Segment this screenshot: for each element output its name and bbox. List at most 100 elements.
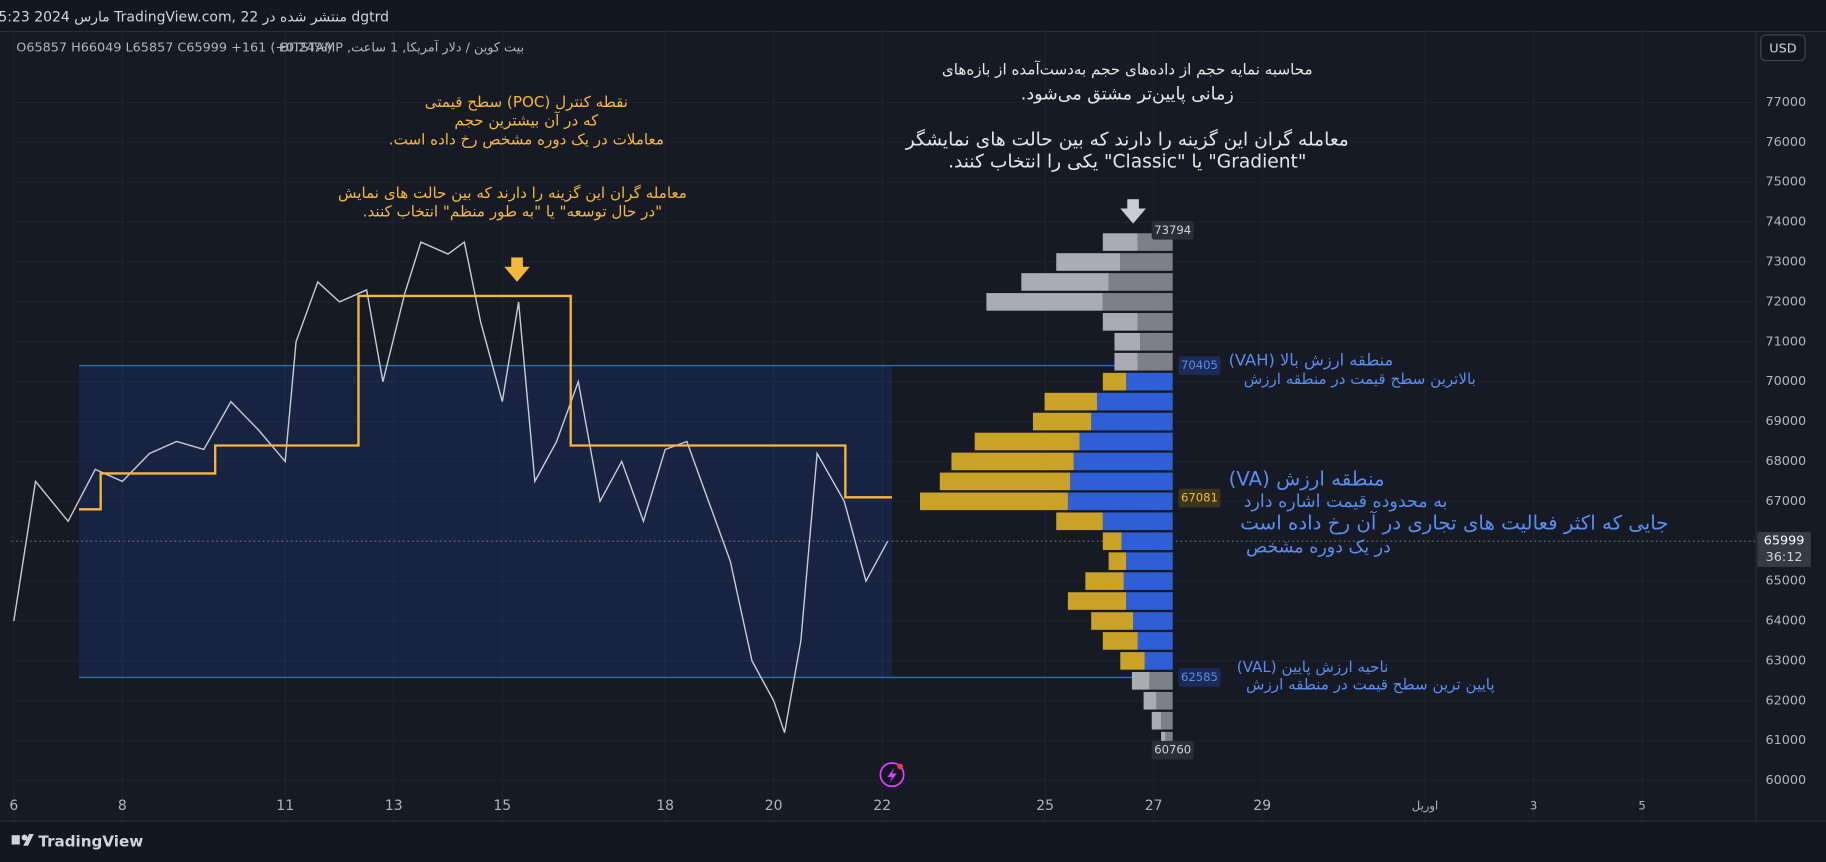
profile-up xyxy=(1126,372,1173,391)
annotation-text: بالاترین سطح قیمت در منطقه ارزش xyxy=(1244,370,1476,388)
low-label: 60760 xyxy=(1154,743,1191,757)
profile-down xyxy=(1067,592,1127,610)
profile-up xyxy=(1149,672,1173,690)
profile-down xyxy=(1114,352,1138,371)
annotation-text: نقطه کنترل (POC) سطح قیمتی xyxy=(425,93,628,111)
chart-pane xyxy=(0,31,1826,822)
annotation-text: محاسبه نمایه حجم از داده‌های حجم به‌دست‌… xyxy=(942,60,1313,78)
y-tick-label: 70000 xyxy=(1765,374,1806,389)
y-tick-label: 71000 xyxy=(1765,334,1806,349)
profile-up xyxy=(1102,512,1173,531)
profile-down xyxy=(1102,372,1127,391)
y-tick-label: 62000 xyxy=(1765,693,1806,708)
profile-up xyxy=(1137,632,1173,650)
annotation-text: ناحیه ارزش پایین (VAL) xyxy=(1237,658,1389,677)
poc-arrow xyxy=(504,257,530,282)
annotation-text: "در حال توسعه" یا "به طور منظم" انتخاب ک… xyxy=(363,203,662,221)
profile-up xyxy=(1133,612,1173,630)
annotation-text: معامله گران این گزینه را دارند که بین حا… xyxy=(338,184,687,202)
y-tick-label: 68000 xyxy=(1765,454,1806,469)
high-box xyxy=(1151,221,1194,240)
ohlc-info: O65857 H66049 L65857 C65999 +161 (+0.24%… xyxy=(16,40,331,55)
annotation-text: معامله گران این گزینه را دارند که بین حا… xyxy=(905,128,1349,150)
profile-down xyxy=(919,492,1068,511)
x-tick-label: 27 xyxy=(1145,798,1163,814)
annotation-text: در یک دوره مشخص xyxy=(1246,537,1391,557)
last-price-label: 65999 xyxy=(1764,534,1805,549)
profile-up xyxy=(1091,412,1173,431)
brand-name: TradingView xyxy=(38,833,143,851)
profile-down xyxy=(1032,412,1092,431)
x-tick-label: 8 xyxy=(118,798,127,814)
annotation-text: زمانی پایین‌تر مشتق می‌شود. xyxy=(1021,84,1234,104)
currency-button[interactable] xyxy=(1760,34,1806,62)
y-tick-label: 65000 xyxy=(1765,574,1806,589)
val-box xyxy=(1178,668,1221,687)
poc-label: 67081 xyxy=(1181,491,1218,505)
profile-up xyxy=(1102,293,1173,311)
profile-down xyxy=(1044,392,1097,411)
val-label: 62585 xyxy=(1181,670,1218,684)
profile-up xyxy=(1067,492,1173,511)
annotation-text: معاملات در یک دوره مشخص رخ داده است. xyxy=(389,130,664,148)
x-tick-label: 18 xyxy=(656,798,674,814)
poc-box xyxy=(1178,488,1221,508)
alert-icon[interactable] xyxy=(879,762,905,788)
brand-logo xyxy=(11,834,34,846)
profile-down xyxy=(1108,552,1127,570)
x-tick-label: 5 xyxy=(1638,799,1645,813)
y-tick-label: 72000 xyxy=(1765,294,1806,309)
profile-up xyxy=(1120,253,1173,271)
profile-down xyxy=(1120,652,1145,670)
profile-up xyxy=(1137,313,1173,331)
annotation-text: منطقه ارزش (VA) xyxy=(1229,467,1385,490)
last-price-box xyxy=(1757,531,1811,567)
annotation-text: که در آن بیشترین حجم xyxy=(454,112,599,130)
profile-up xyxy=(1165,731,1173,750)
profile-up xyxy=(1096,392,1173,411)
published-info: dgtrd منتشر شده در TradingView.com, 22 م… xyxy=(0,9,389,25)
x-tick-label: 11 xyxy=(276,798,294,814)
profile-down xyxy=(986,293,1103,311)
x-tick-label: 13 xyxy=(385,798,403,814)
vah-box xyxy=(1178,356,1221,375)
y-tick-label: 73000 xyxy=(1765,255,1806,270)
profile-down xyxy=(1056,253,1121,271)
annotation-text: "Gradient" یا "Classic" یکی را انتخاب کن… xyxy=(948,151,1306,172)
y-tick-label: 60000 xyxy=(1765,773,1806,788)
profile-down xyxy=(1056,512,1103,531)
profile-arrow xyxy=(1120,199,1146,224)
y-tick-label: 77000 xyxy=(1765,95,1806,110)
profile-down xyxy=(1091,612,1134,630)
low-box xyxy=(1151,740,1194,760)
profile-down xyxy=(939,472,1071,491)
value-area xyxy=(78,365,893,678)
annotation-text: جایی که اکثر فعالیت های تجاری در آن رخ د… xyxy=(1240,511,1668,535)
y-tick-label: 69000 xyxy=(1765,414,1806,429)
profile-down xyxy=(1143,691,1157,710)
x-tick-label: 6 xyxy=(9,798,18,814)
annotation-text: به محدوده قیمت اشاره دارد xyxy=(1244,492,1448,512)
profile-down xyxy=(1161,731,1166,750)
plot-layer xyxy=(11,31,1757,822)
y-tick-label: 64000 xyxy=(1765,613,1806,628)
profile-up xyxy=(1108,273,1173,291)
profile-down xyxy=(1114,332,1141,351)
profile-up xyxy=(1123,572,1173,590)
annotation-text: منطقه ارزش بالا (VAH) xyxy=(1229,351,1394,371)
countdown-label: 36:12 xyxy=(1766,550,1803,565)
profile-up xyxy=(1137,352,1173,371)
profile-up xyxy=(1079,432,1173,451)
currency-label[interactable]: USD xyxy=(1769,41,1796,56)
y-tick-label: 61000 xyxy=(1765,733,1806,748)
high-label: 73794 xyxy=(1154,223,1191,237)
profile-up xyxy=(1144,652,1173,670)
y-tick-label: 67000 xyxy=(1765,494,1806,509)
developing-poc xyxy=(78,294,893,511)
x-tick-label: اوریل xyxy=(1412,799,1438,814)
profile-up xyxy=(1073,452,1173,471)
profile-up xyxy=(1126,592,1173,610)
profile-down xyxy=(1102,632,1138,650)
profile-down xyxy=(1021,273,1109,291)
